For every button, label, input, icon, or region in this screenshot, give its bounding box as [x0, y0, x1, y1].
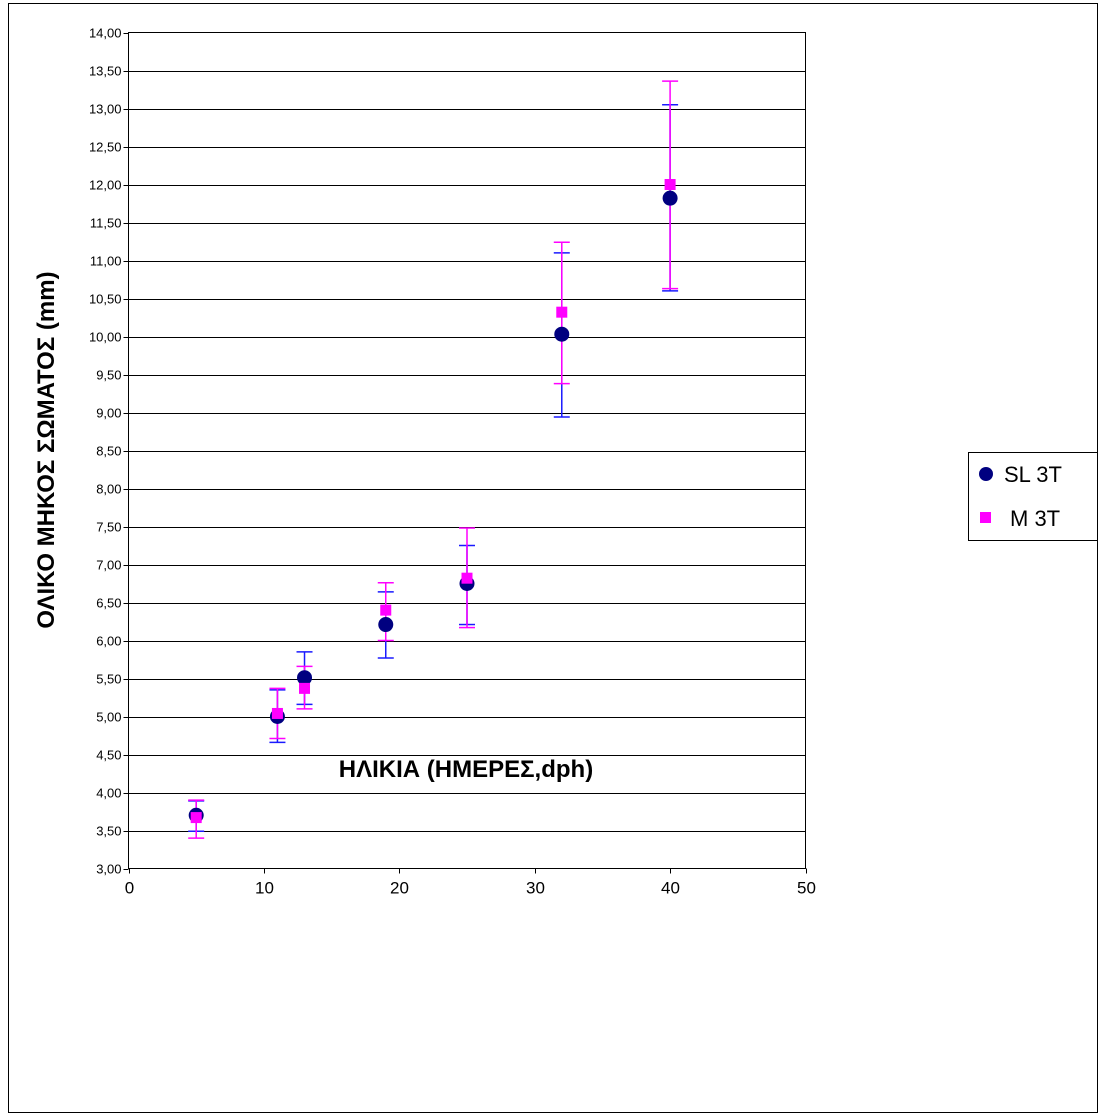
y-tick-label: 14,00 [89, 26, 122, 41]
y-axis-ticks: 3,00 3,50 4,00 4,50 5,00 5,50 6,00 6,50 7,00 7,50… [89, 26, 129, 877]
gridlines [128, 71, 806, 832]
y-tick-label: 5,50 [96, 672, 121, 687]
y-tick-label: 10,50 [89, 292, 122, 307]
y-tick-label: 13,00 [89, 102, 122, 117]
y-tick-label: 9,50 [96, 368, 121, 383]
legend-marker-sl-3t [979, 467, 993, 481]
chart-border [8, 3, 1098, 1113]
plot-area [128, 32, 806, 869]
legend-label-m-3t: M 3T [1010, 506, 1060, 531]
data-point-m-3t [461, 572, 473, 584]
data-point-sl-3t [554, 326, 570, 342]
data-point-m-3t [299, 682, 311, 694]
legend-marker-m-3t [980, 512, 991, 523]
x-tick-label: 0 [125, 879, 134, 898]
data-markers [188, 179, 678, 824]
y-tick-label: 3,00 [96, 862, 121, 877]
y-tick-label: 3,50 [96, 824, 121, 839]
legend-label-sl-3t: SL 3T [1004, 462, 1062, 487]
x-tick-label: 40 [661, 879, 680, 898]
legend: SL 3T M 3T [968, 452, 1098, 541]
y-tick-label: 7,00 [96, 558, 121, 573]
data-point-sl-3t [378, 617, 394, 633]
x-tick-label: 30 [526, 879, 545, 898]
y-tick-label: 13,50 [89, 64, 122, 79]
data-point-m-3t [271, 707, 283, 719]
data-point-sl-3t [662, 190, 678, 206]
y-tick-label: 11,00 [90, 254, 122, 269]
y-tick-label: 11,50 [90, 216, 122, 231]
y-tick-label: 12,00 [89, 178, 122, 193]
y-tick-label: 6,50 [96, 596, 121, 611]
y-tick-label: 8,50 [96, 444, 121, 459]
y-tick-label: 4,00 [96, 786, 121, 801]
y-tick-label: 8,00 [96, 482, 121, 497]
y-tick-label: 4,50 [96, 748, 121, 763]
data-point-m-3t [380, 604, 392, 616]
data-point-sl-3t [297, 670, 313, 686]
y-tick-label: 9,00 [96, 406, 121, 421]
y-tick-label: 6,00 [96, 634, 121, 649]
legend-box [968, 452, 1098, 541]
x-axis-ticks: 0 10 20 30 40 50 [125, 868, 816, 898]
data-point-m-3t [664, 179, 676, 190]
y-tick-label: 7,50 [96, 520, 121, 535]
x-tick-label: 50 [797, 879, 816, 898]
y-tick-label: 10,00 [89, 330, 122, 345]
x-tick-label: 20 [390, 879, 409, 898]
x-tick-label: 10 [255, 879, 274, 898]
y-axis-title: ΟΛΙΚΟ ΜΗΚΟΣ ΣΩΜΑΤΟΣ (mm) [33, 271, 60, 628]
x-axis-title: ΗΛΙΚΙΑ (ΗΜΕΡΕΣ,dph) [339, 756, 593, 783]
y-tick-label: 12,50 [89, 140, 122, 155]
data-point-m-3t [556, 306, 568, 318]
y-tick-label: 5,00 [96, 710, 121, 725]
data-point-m-3t [190, 812, 202, 824]
